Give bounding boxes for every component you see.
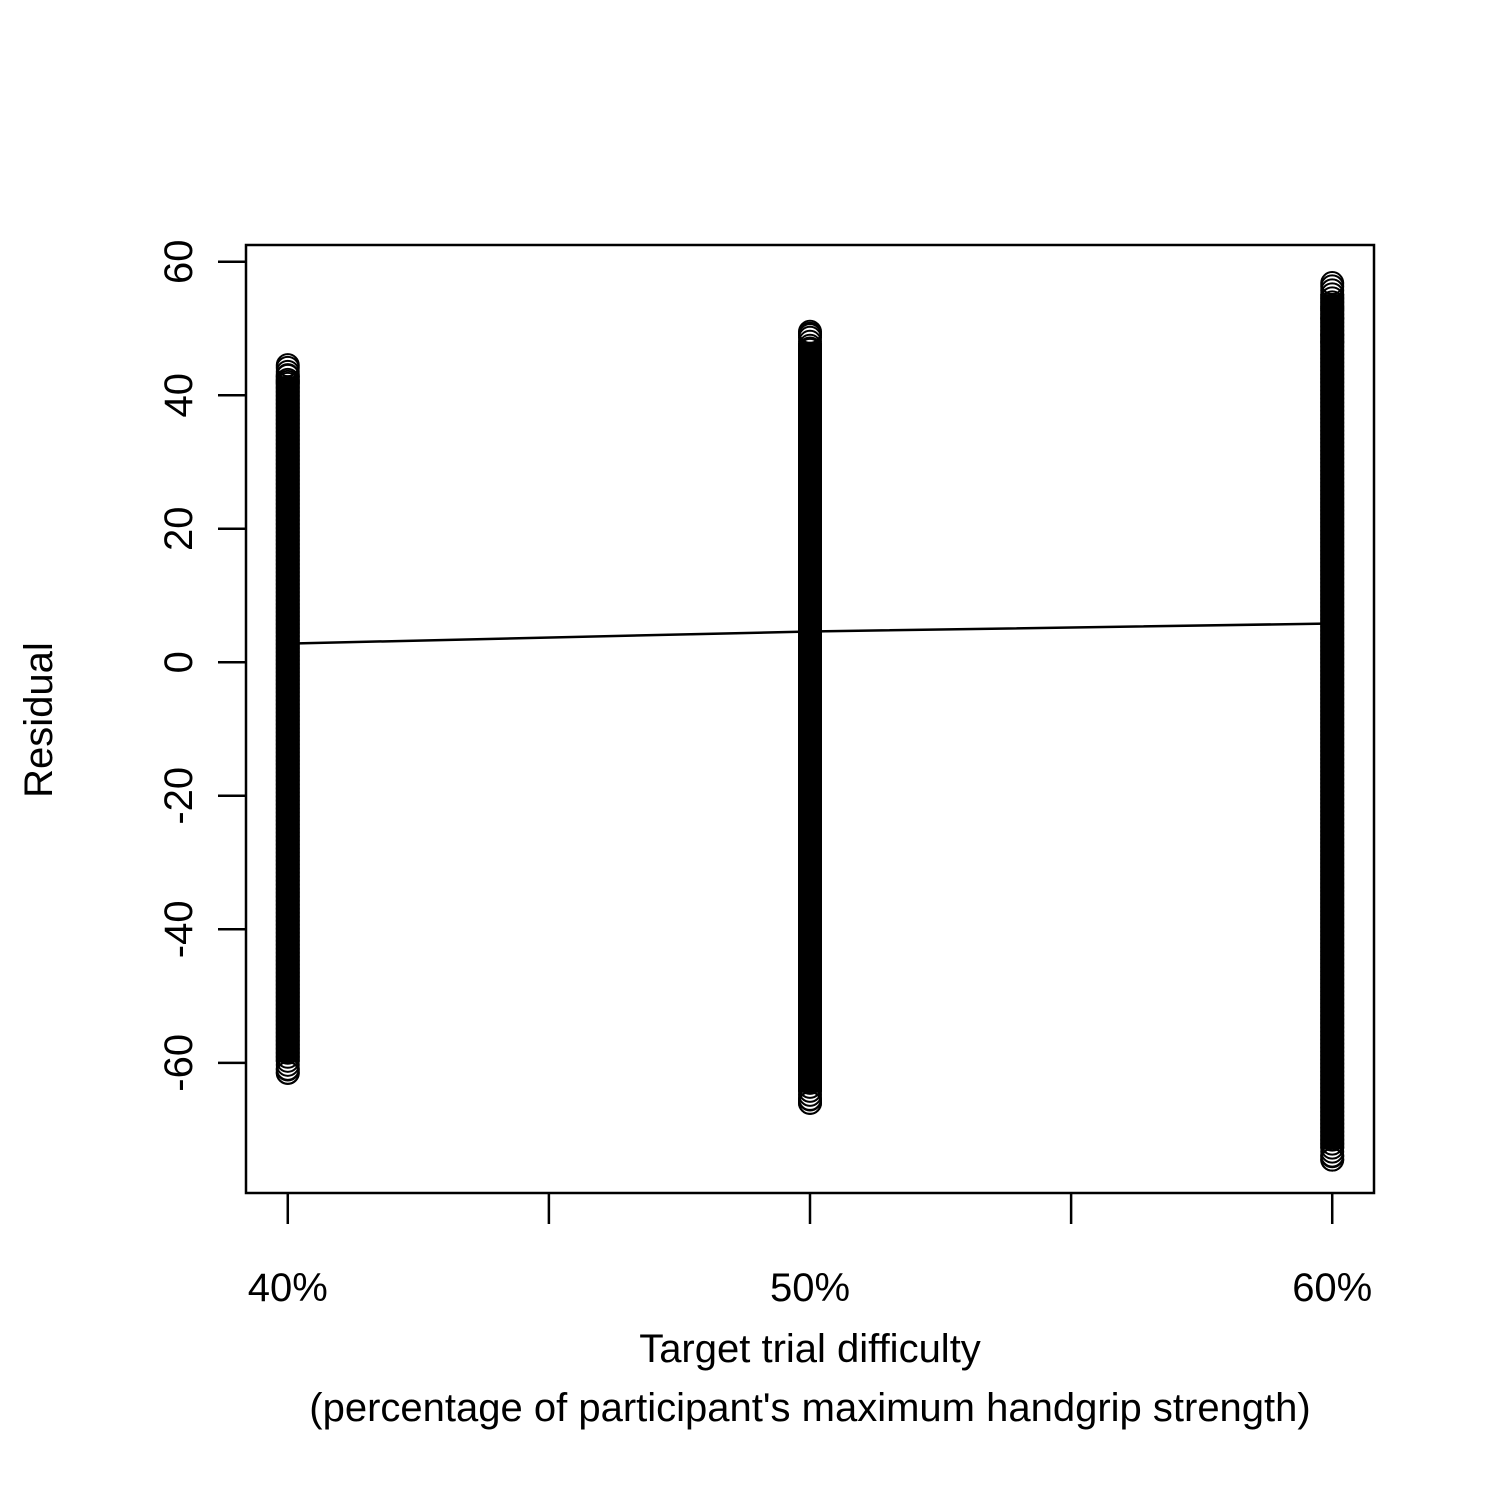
x-axis-subtitle: (percentage of participant's maximum han… <box>309 1386 1310 1430</box>
data-points <box>275 271 1345 1172</box>
x-axis-title: Target trial difficulty <box>639 1327 981 1371</box>
fit-line-group <box>287 622 1333 645</box>
data-point <box>798 336 822 361</box>
data-point <box>1320 329 1345 354</box>
y-tick-label: 60 <box>157 239 201 284</box>
x-tick-label: 50% <box>770 1266 850 1310</box>
y-tick-label: 0 <box>157 651 201 673</box>
data-point <box>1320 306 1345 331</box>
data-point <box>275 353 300 378</box>
y-tick-label: -40 <box>157 900 201 958</box>
data-point <box>1320 271 1345 296</box>
data-point <box>798 343 822 368</box>
data-point <box>798 323 822 348</box>
y-tick-label: -60 <box>157 1034 201 1092</box>
x-axis: 40% 50% 60% <box>248 1193 1372 1310</box>
data-point <box>798 1090 822 1115</box>
fit-line <box>287 622 1333 645</box>
y-tick-label: 20 <box>157 506 201 551</box>
y-tick-label: -20 <box>157 767 201 825</box>
data-point <box>275 1060 300 1085</box>
x-tick-label: 40% <box>248 1266 328 1310</box>
data-point <box>275 363 300 388</box>
data-point <box>275 369 300 394</box>
data-point <box>1320 323 1345 348</box>
y-axis-title: Residual <box>17 642 61 798</box>
data-point <box>798 353 822 378</box>
x-tick-label: 60% <box>1292 1266 1372 1310</box>
data-point <box>1320 296 1345 321</box>
y-axis: 60 40 20 0 -20 -40 -60 <box>157 239 246 1092</box>
y-tick-label: 40 <box>157 373 201 418</box>
data-point <box>1320 1147 1345 1172</box>
